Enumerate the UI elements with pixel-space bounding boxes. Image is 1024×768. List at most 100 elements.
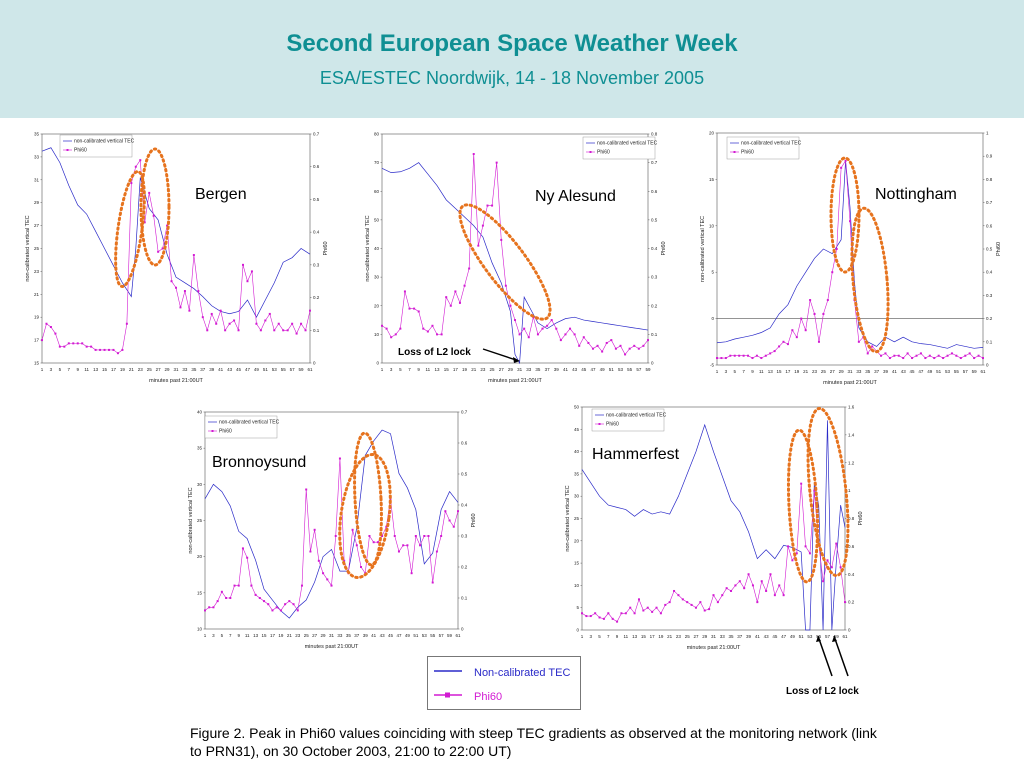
phi60-point (157, 250, 160, 253)
phi60-point (500, 238, 503, 241)
chart-legend (582, 136, 656, 160)
phi60-point (183, 290, 186, 293)
y-tick-label: 35 (574, 471, 580, 476)
phi60-point (773, 350, 776, 353)
x-tick-label: 51 (799, 634, 805, 639)
phi60-point (45, 322, 48, 325)
x-tick-label: 9 (417, 367, 420, 372)
x-tick-label: 51 (413, 633, 419, 638)
tec-series-line (716, 160, 984, 349)
phi60-point (839, 566, 842, 569)
plot-frame (381, 133, 649, 364)
x-tick-label: 11 (623, 634, 628, 639)
phi60-point (419, 544, 422, 547)
phi60-point (486, 204, 489, 207)
x-tick-label: 3 (725, 369, 728, 374)
x-tick-label: 57 (825, 634, 831, 639)
phi60-point (215, 322, 218, 325)
x-tick-label: 27 (693, 634, 699, 639)
phi60-point (233, 319, 236, 322)
y2-tick-label: 0.6 (651, 189, 658, 194)
phi60-point (646, 606, 649, 609)
x-tick-label: 31 (173, 367, 179, 372)
phi60-point (808, 552, 811, 555)
phi60-point (690, 603, 693, 606)
phi60-point (826, 559, 829, 562)
station-name: Ny Alesund (535, 188, 616, 205)
x-tick-label: 3 (590, 634, 593, 639)
phi60-point (724, 357, 727, 360)
phi60-point (408, 307, 411, 310)
phi60-point (143, 221, 146, 224)
phi60-point (197, 290, 200, 293)
y2-tick-label: 0.4 (313, 230, 320, 235)
y-tick-label: 33 (34, 154, 40, 159)
phi60-point (410, 572, 413, 575)
phi60-point (614, 347, 617, 350)
phi60-point (607, 612, 610, 615)
phi60-point (546, 324, 549, 327)
phi60-point (928, 354, 931, 357)
phi60-point (279, 609, 282, 612)
y2-tick-label: 0.4 (461, 503, 468, 508)
x-tick-label: 11 (245, 633, 250, 638)
x-tick-label: 43 (901, 369, 907, 374)
x-tick-label: 53 (807, 634, 813, 639)
x-tick-label: 21 (667, 634, 673, 639)
phi60-point (959, 357, 962, 360)
y-tick-label: 5 (576, 605, 579, 610)
y2-tick-label: 1.4 (848, 432, 855, 437)
y-tick-label: 27 (34, 223, 40, 228)
x-tick-label: 41 (755, 634, 761, 639)
x-tick-label: 19 (278, 633, 284, 638)
y2-tick-label: 0.3 (986, 293, 993, 298)
phi60-point (228, 322, 231, 325)
phi60-point (651, 610, 654, 613)
phi60-point (527, 336, 530, 339)
loss-arrowhead-1 (816, 636, 821, 642)
phi60-point (897, 354, 900, 357)
phi60-point (605, 341, 608, 344)
x-tick-label: 33 (182, 367, 188, 372)
y2-tick-label: 0 (461, 627, 464, 632)
highlight-ellipse (850, 206, 890, 354)
phi60-point (620, 612, 623, 615)
x-tick-label: 59 (645, 367, 651, 372)
phi60-point (139, 159, 142, 162)
phi60-point (317, 559, 320, 562)
phi60-point (427, 535, 430, 537)
x-tick-label: 21 (129, 367, 135, 372)
x-tick-label: 55 (954, 369, 960, 374)
phi60-point (85, 345, 88, 348)
phi60-point (633, 344, 636, 347)
phi60-point (541, 327, 544, 330)
chart-nyalesund: 0 10 20 30 40 50 60 70 80 0 0.1 0.2 0.3 0.4 0.5 0.6 0.7 0… (365, 132, 667, 385)
phi60-point (161, 247, 164, 250)
x-tick-label: 23 (676, 634, 682, 639)
y2-tick-label: 0.1 (313, 328, 320, 333)
x-tick-label: 43 (227, 367, 233, 372)
x-tick-label: 5 (221, 633, 224, 638)
y2-tick-label: 1 (986, 131, 989, 136)
phi60-point (201, 316, 204, 319)
y2-axis-label: Phi60 (996, 242, 1002, 256)
x-tick-label: 13 (253, 633, 259, 638)
x-tick-label: 59 (299, 367, 305, 372)
phi60-point (403, 290, 406, 293)
phi60-point (394, 333, 397, 336)
x-tick-label: 11 (759, 369, 764, 374)
phi60-point (795, 336, 798, 339)
chart-legend-phi-label: Phi60 (597, 150, 610, 156)
phi60-point (906, 352, 909, 355)
y-tick-label: 45 (574, 427, 580, 432)
phi60-point (624, 353, 627, 356)
tec-series-line (204, 429, 459, 619)
phi60-point (449, 304, 452, 307)
phi60-point (399, 327, 402, 330)
x-tick-label: 49 (927, 369, 933, 374)
phi60-point (536, 333, 539, 336)
phi60-point (619, 344, 622, 347)
x-tick-label: 17 (270, 633, 276, 638)
chart-legend-tec-label: non-calibrated vertical TEC (597, 141, 658, 147)
x-tick-label: 35 (346, 633, 352, 638)
